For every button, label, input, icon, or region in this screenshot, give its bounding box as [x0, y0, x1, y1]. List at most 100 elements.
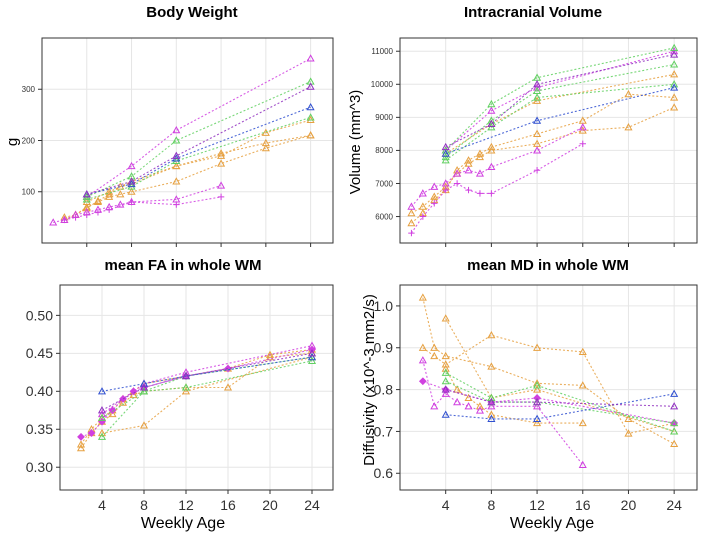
data-point [430, 351, 439, 360]
data-point [217, 181, 226, 189]
series-line [445, 389, 675, 407]
series-line [101, 352, 313, 411]
data-point [441, 389, 450, 397]
data-point [487, 414, 496, 422]
data-point [453, 180, 461, 187]
y-tick-label: 8000 [375, 146, 393, 155]
data-point [430, 402, 439, 410]
data-point [418, 343, 427, 351]
series-line [86, 58, 311, 198]
data-point [408, 229, 415, 237]
data-point [533, 80, 542, 88]
y-tick-label: 0.35 [26, 421, 53, 437]
data-point [670, 402, 679, 410]
series-line [445, 50, 675, 151]
data-point [139, 421, 149, 429]
data-point [441, 410, 450, 418]
data-point [533, 397, 542, 406]
data-point [487, 393, 496, 402]
y-tick-label: 100 [22, 188, 36, 197]
panel-intracranial-volume: Intracranial Volume Volume (mm^3) 6000 70… [347, 4, 698, 247]
x-axis-label: Weekly Age [141, 515, 225, 532]
data-point [172, 161, 181, 170]
series-line [101, 356, 313, 434]
series-line [86, 86, 311, 195]
data-point [533, 116, 542, 124]
y-tick-label: 0.7 [374, 423, 394, 439]
data-point [76, 440, 86, 448]
x-tick-label: 4 [442, 497, 450, 513]
data-point [624, 414, 633, 422]
data-point [487, 162, 496, 171]
y-tick-label: 200 [22, 136, 36, 145]
plot-frame [399, 284, 698, 491]
data-point [127, 177, 136, 185]
data-point [72, 214, 79, 221]
data-point [670, 427, 679, 435]
data-point [624, 429, 633, 437]
x-tick-label: 20 [262, 497, 278, 513]
data-point [487, 402, 496, 410]
y-tick-label: 1.0 [374, 298, 394, 314]
data-point [173, 201, 180, 208]
data-point [127, 161, 136, 170]
data-point [116, 190, 125, 198]
plot-area: 0.30 0.35 0.40 0.45 0.50 4 8 12 16 20 24 [26, 284, 334, 513]
data-point [418, 356, 427, 364]
x-tick-label: 24 [666, 497, 682, 513]
x-tick-label: 20 [621, 497, 637, 513]
data-point [487, 142, 496, 151]
series-line [422, 334, 675, 435]
panel-mean-md: mean MD in whole WM Diffusivity (x10^-3 … [361, 257, 698, 532]
data-point [441, 368, 450, 376]
x-tick-label: 8 [487, 497, 495, 513]
data-point [453, 166, 462, 174]
data-point [475, 402, 485, 410]
data-point [265, 350, 275, 358]
series-line [445, 53, 675, 148]
series-line [86, 81, 311, 198]
series-line [53, 185, 222, 224]
data-point [475, 149, 485, 157]
data-point [487, 330, 496, 339]
data-point [453, 385, 462, 393]
y-tick-label: 11000 [371, 47, 393, 56]
x-tick-label: 12 [529, 497, 545, 513]
data-point [453, 397, 462, 406]
data-point [578, 460, 587, 468]
data-point [533, 93, 542, 101]
data-point [670, 70, 679, 78]
data-point [306, 54, 315, 62]
series-line [64, 134, 311, 221]
x-tick-label: 8 [140, 497, 148, 513]
series-line [410, 126, 584, 207]
data-point [181, 368, 191, 376]
data-point [533, 385, 542, 393]
data-point [464, 393, 473, 402]
data-point [441, 156, 450, 164]
data-point [670, 93, 679, 101]
y-tick-label: 0.45 [26, 345, 53, 361]
plot-area: 6000 7000 8000 9000 10000 11000 [371, 37, 698, 247]
data-point [407, 218, 416, 227]
data-point [407, 209, 416, 217]
data-point [223, 383, 233, 391]
data-point [533, 167, 541, 174]
series-line [101, 360, 313, 438]
data-point [533, 414, 542, 422]
data-point [441, 351, 450, 360]
data-point [487, 397, 496, 406]
data-point [533, 381, 542, 389]
data-point [77, 432, 85, 441]
series-line [422, 360, 584, 466]
data-point [441, 360, 450, 368]
data-point [261, 138, 270, 147]
data-point [94, 209, 102, 216]
x-tick-label: 16 [220, 497, 236, 513]
data-point [307, 352, 317, 361]
data-point [533, 418, 542, 427]
data-point [533, 343, 542, 351]
data-point [181, 383, 191, 391]
data-point [97, 387, 107, 395]
